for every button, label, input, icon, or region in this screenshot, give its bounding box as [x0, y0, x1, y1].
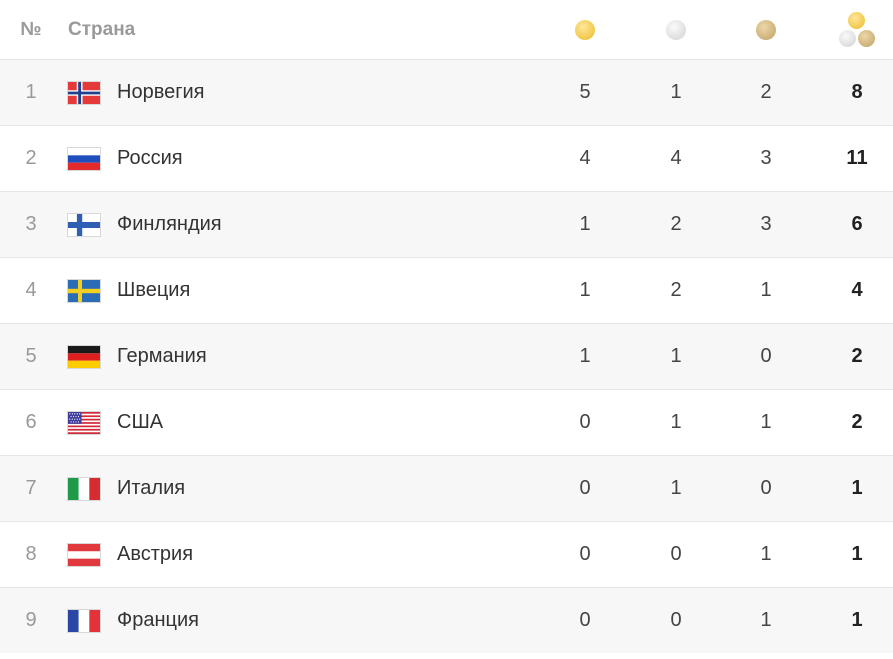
table-row[interactable]: 4 Швеция 1 2 1 4	[0, 257, 893, 323]
country-cell[interactable]: Австрия	[68, 522, 468, 587]
country-name[interactable]: Норвегия	[117, 81, 205, 103]
country-cell[interactable]: Норвегия	[68, 60, 468, 125]
bronze-medal-icon	[756, 19, 776, 40]
country-cell[interactable]: Италия	[68, 456, 468, 521]
bronze-count: 0	[760, 345, 772, 367]
gold-count: 5	[579, 81, 591, 103]
silver-count: 2	[670, 279, 682, 301]
rank-cell: 6	[25, 411, 37, 433]
table-row[interactable]: 5 Германия 1 1 0 2	[0, 323, 893, 389]
gold-count: 1	[579, 279, 591, 301]
country-name[interactable]: Швеция	[117, 279, 191, 301]
bronze-count: 1	[760, 411, 772, 433]
russia-flag-icon	[68, 147, 100, 170]
bronze-count: 1	[760, 279, 772, 301]
country-cell[interactable]: Франция	[68, 588, 468, 653]
finland-flag-icon	[68, 213, 100, 236]
total-count: 1	[851, 477, 863, 499]
germany-flag-icon	[68, 345, 100, 368]
total-count: 2	[851, 411, 863, 433]
gold-count: 0	[579, 477, 591, 499]
table-row[interactable]: 8 Австрия 0 0 1 1	[0, 521, 893, 587]
bronze-count: 1	[760, 609, 772, 631]
country-name[interactable]: Австрия	[117, 543, 194, 565]
austria-flag-icon	[68, 543, 100, 566]
bronze-column-header[interactable]	[741, 0, 791, 59]
gold-count: 1	[579, 213, 591, 235]
country-cell[interactable]: Финляндия	[68, 192, 468, 257]
rank-cell: 5	[25, 345, 37, 367]
gold-count: 0	[579, 411, 591, 433]
rank-cell: 9	[25, 609, 37, 631]
france-flag-icon	[68, 609, 100, 632]
silver-count: 1	[670, 477, 682, 499]
rank-cell: 1	[25, 81, 37, 103]
total-count: 1	[851, 609, 863, 631]
table-row[interactable]: 1 Норвегия 5 1 2 8	[0, 59, 893, 125]
country-name[interactable]: Россия	[117, 147, 183, 169]
norway-flag-icon	[68, 81, 100, 104]
country-name[interactable]: Германия	[117, 345, 207, 367]
gold-medal-icon	[575, 19, 595, 40]
bronze-count: 2	[760, 81, 772, 103]
country-name[interactable]: Финляндия	[117, 213, 222, 235]
gold-column-header[interactable]	[560, 0, 610, 59]
country-cell[interactable]: США	[68, 390, 468, 455]
country-name[interactable]: США	[117, 411, 164, 433]
total-medals-icon	[837, 11, 877, 48]
country-cell[interactable]: Германия	[68, 324, 468, 389]
bronze-count: 3	[760, 213, 772, 235]
country-cell[interactable]: Россия	[68, 126, 468, 191]
table-row[interactable]: 3 Финляндия 1 2 3 6	[0, 191, 893, 257]
silver-column-header[interactable]	[651, 0, 701, 59]
table-header: № Страна	[0, 0, 893, 59]
sweden-flag-icon	[68, 279, 100, 302]
rank-cell: 4	[25, 279, 37, 301]
table-row[interactable]: 7 Италия 0 1 0 1	[0, 455, 893, 521]
total-count: 1	[851, 543, 863, 565]
total-count: 11	[846, 147, 868, 169]
silver-count: 1	[670, 345, 682, 367]
gold-count: 1	[579, 345, 591, 367]
bronze-count: 1	[760, 543, 772, 565]
silver-count: 0	[670, 609, 682, 631]
usa-flag-icon	[68, 411, 100, 434]
rank-cell: 7	[25, 477, 37, 499]
silver-count: 1	[670, 411, 682, 433]
silver-count: 1	[670, 81, 682, 103]
rank-cell: 3	[25, 213, 37, 235]
gold-count: 0	[579, 609, 591, 631]
country-name[interactable]: Франция	[117, 609, 199, 631]
bronze-count: 0	[760, 477, 772, 499]
rank-cell: 8	[25, 543, 37, 565]
italy-flag-icon	[68, 477, 100, 500]
country-name[interactable]: Италия	[117, 477, 186, 499]
rank-cell: 2	[25, 147, 37, 169]
silver-count: 4	[670, 147, 682, 169]
rank-column-header: №	[20, 18, 42, 40]
bronze-count: 3	[760, 147, 772, 169]
silver-count: 2	[670, 213, 682, 235]
table-row[interactable]: 2 Россия 4 4 3 11	[0, 125, 893, 191]
gold-count: 4	[579, 147, 591, 169]
silver-count: 0	[670, 543, 682, 565]
table-row[interactable]: 9 Франция 0 0 1 1	[0, 587, 893, 653]
country-column-header[interactable]: Страна	[68, 18, 136, 40]
total-count: 6	[851, 213, 863, 235]
table-row[interactable]: 6 США 0 1 1	[0, 389, 893, 455]
total-count: 8	[851, 81, 863, 103]
total-count: 2	[851, 345, 863, 367]
silver-medal-icon	[666, 19, 686, 40]
country-cell[interactable]: Швеция	[68, 258, 468, 323]
total-count: 4	[851, 279, 863, 301]
total-column-header[interactable]	[832, 0, 882, 59]
gold-count: 0	[579, 543, 591, 565]
